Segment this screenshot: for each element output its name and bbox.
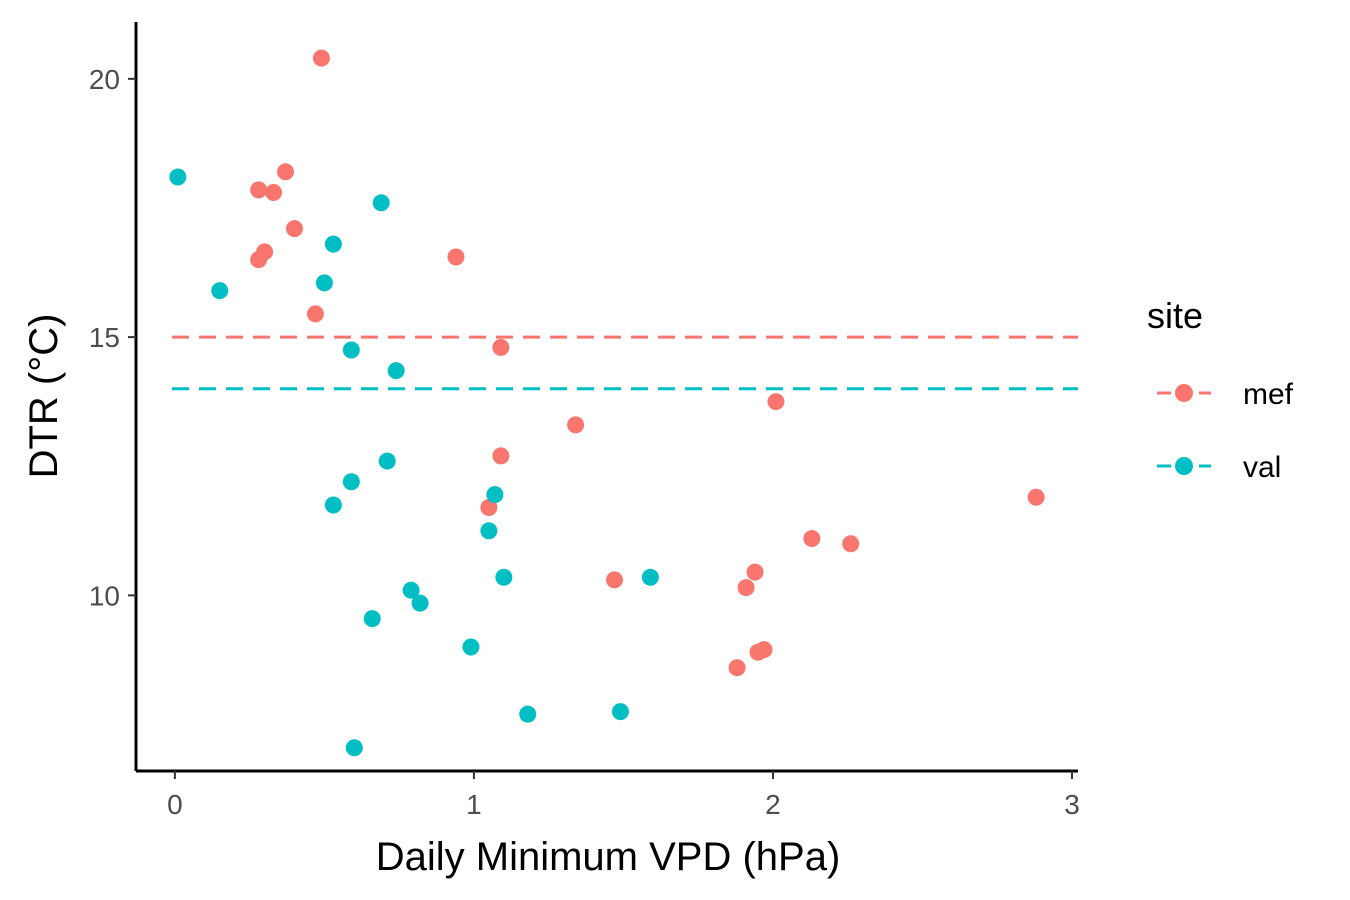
point-mef-2 (265, 183, 283, 201)
point-val-8 (342, 473, 360, 491)
x-axis-title: Daily Minimum VPD (hPa) (376, 835, 841, 879)
point-mef-17 (605, 571, 623, 589)
point-mef-21 (749, 643, 767, 661)
point-val-17 (462, 638, 480, 656)
point-mef-16 (842, 535, 860, 553)
axes (134, 22, 1078, 773)
point-mef-4 (285, 220, 303, 238)
point-mef-12 (492, 447, 510, 465)
point-val-6 (387, 362, 405, 380)
axis-ticks: 0 1 2 3 10 15 20 (89, 64, 1080, 820)
point-mef-3 (277, 163, 295, 181)
point-mef-0 (312, 49, 330, 67)
point-mef-22 (728, 659, 746, 677)
point-val-9 (324, 496, 342, 514)
x-tick-label-2: 2 (765, 789, 781, 820)
legend-label-val: val (1243, 451, 1281, 484)
point-val-18 (519, 705, 537, 723)
point-val-7 (378, 452, 396, 470)
point-mef-13 (480, 499, 498, 517)
y-tick-label-15: 15 (89, 322, 120, 353)
point-mef-19 (737, 579, 755, 597)
point-val-4 (315, 274, 333, 292)
point-val-15 (411, 594, 429, 612)
point-mef-6 (250, 251, 268, 269)
y-tick-label-20: 20 (89, 64, 120, 95)
legend-key-point-val (1175, 457, 1193, 475)
point-val-0 (169, 168, 187, 186)
point-mef-15 (803, 530, 821, 548)
point-val-10 (486, 486, 504, 504)
point-val-13 (641, 568, 659, 586)
point-val-2 (372, 194, 390, 212)
point-val-5 (342, 341, 360, 359)
point-mef-18 (746, 563, 764, 581)
point-mef-8 (447, 248, 465, 266)
point-mef-10 (567, 416, 585, 434)
legend-key-point-mef (1175, 384, 1193, 402)
point-val-20 (345, 739, 363, 757)
point-mef-14 (1027, 488, 1045, 506)
point-mef-7 (306, 305, 324, 323)
point-val-11 (480, 522, 498, 540)
y-axis-title: DTR (°C) (22, 314, 66, 479)
point-mef-9 (492, 338, 510, 356)
point-val-1 (211, 282, 229, 300)
legend-label-mef: mef (1243, 378, 1294, 411)
point-val-19 (611, 703, 629, 721)
point-mef-11 (767, 393, 785, 411)
point-val-16 (363, 610, 381, 628)
legend: site mef val (1147, 295, 1294, 484)
plot-area (169, 49, 1078, 757)
point-mef-1 (250, 181, 268, 199)
point-val-12 (495, 568, 513, 586)
point-val-3 (324, 235, 342, 253)
x-tick-label-3: 3 (1064, 789, 1080, 820)
x-tick-label-0: 0 (167, 789, 183, 820)
y-tick-label-10: 10 (89, 580, 120, 611)
x-tick-label-1: 1 (466, 789, 482, 820)
point-val-14 (402, 581, 420, 599)
legend-title: site (1147, 295, 1203, 336)
